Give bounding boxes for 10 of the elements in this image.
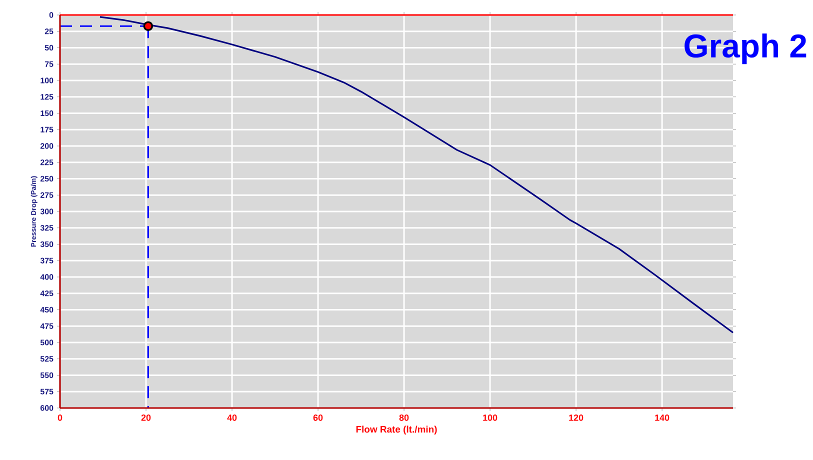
- x-tick-label: 120: [569, 414, 584, 421]
- x-tick-label: 20: [141, 414, 151, 421]
- x-tick-label: 80: [399, 414, 409, 421]
- x-tick-label: 0: [58, 414, 62, 421]
- x-tick-label: 140: [655, 414, 670, 421]
- x-axis-title: Flow Rate (lt./min): [356, 426, 437, 435]
- x-tick-label: 60: [313, 414, 323, 421]
- x-tick-label: 40: [227, 414, 237, 421]
- text: Graph 2: [684, 34, 806, 64]
- x-tick-label: 100: [483, 414, 498, 421]
